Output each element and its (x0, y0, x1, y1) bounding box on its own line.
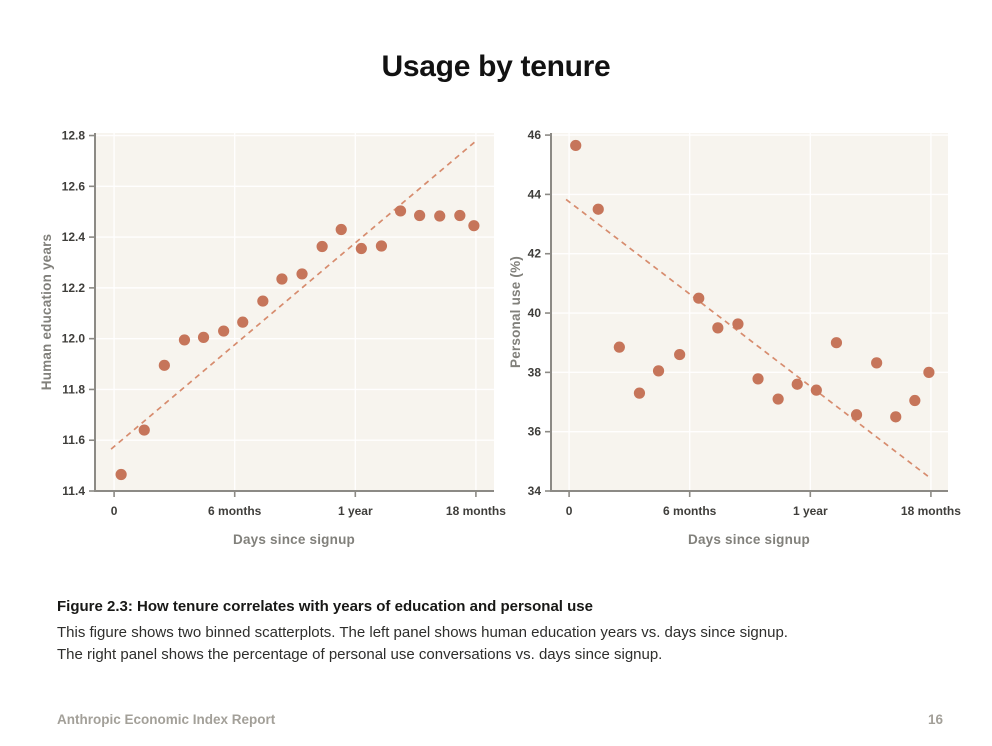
x-tick-label: 0 (111, 504, 118, 518)
y-tick-label: 40 (528, 306, 542, 320)
x-tick-label: 6 months (663, 504, 717, 518)
scatter-point (276, 273, 288, 285)
right-y-axis-label: Personal use (%) (508, 256, 523, 368)
scatter-point (732, 318, 744, 330)
scatter-point (394, 205, 407, 217)
scatter-point (335, 223, 347, 236)
left-y-axis-label: Human education years (39, 233, 54, 391)
y-tick-label: 11.4 (62, 484, 85, 498)
y-tick-label: 12.4 (62, 230, 86, 244)
figure-caption-line-1: This figure shows two binned scatterplot… (57, 624, 788, 641)
scatter-point (909, 394, 921, 407)
scatter-point (791, 378, 803, 390)
scatter-point (570, 139, 582, 152)
scatter-point (257, 295, 269, 307)
scatter-point (414, 209, 426, 222)
figure-caption-line-2: The right panel shows the percentage of … (57, 645, 663, 663)
scatter-point (138, 424, 150, 436)
x-tick-label: 6 months (208, 504, 262, 518)
y-tick-label: 36 (528, 425, 542, 439)
scatter-point (434, 210, 446, 222)
scatter-point (712, 322, 724, 334)
x-tick-label: 18 months (901, 504, 961, 518)
scatter-point (158, 359, 170, 371)
y-tick-label: 11.6 (62, 433, 85, 447)
y-tick-label: 46 (528, 128, 542, 142)
scatter-point (355, 242, 367, 255)
y-tick-label: 12.6 (62, 179, 86, 193)
y-tick-label: 38 (528, 365, 542, 379)
footer-page-number: 16 (927, 712, 943, 727)
footer-report-name: Anthropic Economic Index Report (57, 712, 276, 727)
y-tick-label: 34 (528, 484, 542, 498)
figure-caption-title: Figure 2.3: How tenure correlates with y… (57, 598, 593, 615)
x-tick-label: 1 year (338, 504, 373, 518)
y-tick-label: 12.0 (62, 332, 86, 346)
y-tick-label: 12.8 (62, 129, 86, 143)
scatter-point (237, 316, 249, 328)
left-x-axis-label: Days since signup (233, 532, 355, 547)
figure-caption: Figure 2.3: How tenure correlates with y… (57, 598, 937, 665)
scatter-point (316, 240, 328, 253)
scatter-point (454, 209, 466, 222)
plot-background (95, 133, 494, 491)
scatter-point (296, 268, 308, 280)
page-footer: Anthropic Economic Index Report 16 (57, 712, 943, 727)
y-tick-label: 11.8 (62, 382, 85, 396)
scatter-point (592, 203, 604, 215)
scatter-point (752, 373, 764, 385)
scatter-point (218, 325, 230, 337)
scatter-point (810, 384, 822, 396)
scatter-point (850, 409, 863, 421)
right-x-axis-label: Days since signup (688, 532, 810, 547)
scatter-point (871, 357, 883, 369)
x-tick-label: 1 year (793, 504, 828, 518)
y-tick-label: 12.2 (62, 281, 86, 295)
scatter-point (633, 387, 646, 399)
page-title: Usage by tenure (381, 50, 611, 83)
scatter-point (375, 240, 388, 252)
scatter-point (830, 337, 843, 349)
trend-line (565, 198, 932, 480)
y-tick-label: 44 (528, 187, 542, 201)
x-tick-label: 0 (566, 504, 573, 518)
scatter-point (923, 366, 935, 378)
scatter-point (772, 393, 784, 405)
scatter-point (674, 348, 686, 361)
x-tick-label: 18 months (446, 504, 506, 518)
y-tick-label: 42 (528, 247, 542, 261)
plot-background (551, 133, 948, 491)
scatter-point (115, 468, 127, 481)
scatter-point (652, 365, 665, 377)
scatter-point (197, 331, 210, 343)
scatter-point (468, 220, 480, 232)
scatter-point (178, 334, 191, 346)
scatter-point (693, 292, 705, 304)
scatter-point (890, 411, 902, 423)
scatter-point (613, 341, 625, 353)
